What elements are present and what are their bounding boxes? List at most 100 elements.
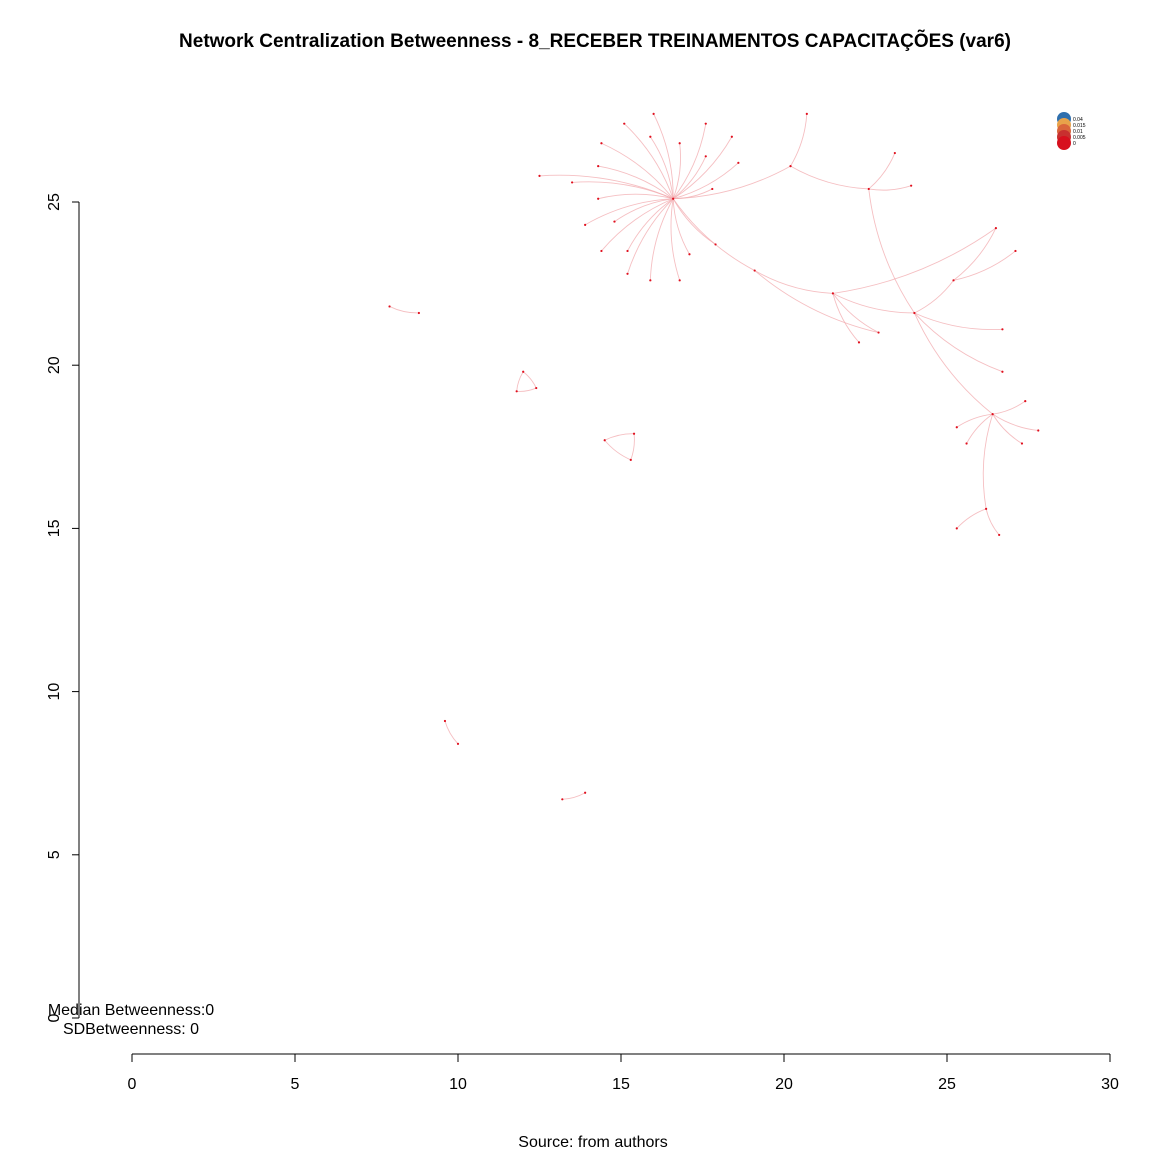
network-edge [913, 312, 993, 415]
network-edge [953, 250, 1016, 281]
network-node [913, 311, 916, 315]
network-node [678, 142, 681, 145]
network-node [730, 135, 733, 138]
network-node [1014, 249, 1017, 253]
x-tick-label: 15 [612, 1076, 630, 1093]
network-node [515, 390, 518, 393]
network-node [522, 370, 525, 373]
network-edge [992, 413, 1039, 431]
network-edge [868, 152, 896, 190]
network-edge [516, 371, 524, 392]
network-edge [649, 136, 674, 199]
network-node [893, 151, 896, 155]
network-edge [672, 136, 733, 200]
network-node [597, 197, 600, 200]
y-tick-label: 10 [46, 683, 63, 701]
network-node [994, 227, 998, 230]
network-node [952, 279, 955, 282]
network-edge [516, 387, 537, 392]
network-node [711, 187, 714, 191]
network-node [998, 533, 1001, 537]
network-node [688, 253, 691, 256]
network-node [704, 122, 707, 125]
network-edge [522, 371, 537, 389]
network-edge [966, 413, 993, 444]
y-tick-label: 25 [46, 193, 63, 211]
network-node [584, 223, 587, 226]
network-edge [985, 508, 1000, 536]
network-node [538, 174, 541, 177]
network-node [753, 269, 756, 272]
x-tick-label: 5 [291, 1076, 300, 1093]
network-edge [389, 306, 419, 314]
network-node [1001, 328, 1004, 331]
network-node [805, 112, 808, 115]
y-tick-label: 5 [46, 850, 63, 859]
chart-title: Network Centralization Betweenness - 8_R… [179, 30, 1011, 52]
y-ticks: 0 5 10 15 20 25 [46, 193, 79, 1022]
network-edge [562, 792, 586, 800]
network-node [603, 439, 606, 442]
network-node [626, 249, 629, 253]
network-edge [653, 113, 674, 199]
network-edge [672, 123, 707, 200]
legend-label: 0.04 [1073, 117, 1083, 123]
network-node [704, 155, 707, 158]
network-node [1020, 442, 1024, 445]
network-edge [672, 156, 707, 200]
network-node [626, 272, 629, 275]
x-tick-label: 0 [128, 1076, 137, 1093]
network-edge [832, 293, 860, 343]
y-tick-label: 20 [46, 356, 63, 374]
network-node [443, 719, 447, 723]
sd-betweenness-label: SDBetweenness: 0 [63, 1021, 199, 1038]
network-node [867, 187, 870, 191]
x-ticks: 0 5 10 15 20 25 30 [128, 1054, 1119, 1093]
network-edge [956, 508, 987, 529]
network-nodes [388, 112, 1040, 801]
legend-label: 0 [1073, 141, 1076, 147]
network-edge [672, 198, 755, 271]
network-edge [598, 165, 674, 200]
network-node [600, 249, 603, 253]
network-node [649, 135, 652, 138]
legend-label: 0.015 [1073, 123, 1086, 129]
network-node [600, 142, 603, 145]
network-node [955, 527, 958, 530]
network-edge [598, 193, 674, 200]
network-edge [953, 227, 997, 281]
network-edge [914, 312, 1003, 331]
y-axis: 0 5 10 15 20 25 [46, 193, 80, 1022]
network-node [965, 442, 968, 445]
network-edge [539, 174, 674, 200]
network-node [584, 791, 587, 794]
network-edge [672, 198, 716, 245]
network-node [649, 279, 652, 282]
network-edge [601, 198, 674, 252]
network-node [613, 220, 616, 223]
network-node [737, 161, 740, 164]
network-edge [790, 165, 869, 190]
network-node [456, 742, 460, 745]
legend-label: 0.01 [1073, 129, 1083, 135]
network-node [561, 798, 564, 801]
network-node [789, 164, 792, 168]
network-edge [754, 270, 833, 294]
x-tick-label: 10 [449, 1076, 467, 1093]
network-edge [630, 433, 635, 461]
x-tick-label: 30 [1101, 1076, 1119, 1093]
network-edge [868, 185, 912, 191]
network-edge [832, 293, 879, 333]
network-edge [584, 198, 674, 226]
network-node [955, 426, 958, 429]
network-node [1024, 400, 1027, 403]
network-node [535, 386, 538, 390]
network-edge [790, 113, 808, 167]
network-node [831, 292, 835, 295]
network-edge [614, 198, 674, 222]
network-edge [623, 123, 674, 199]
network-edge [604, 439, 631, 461]
y-tick-label: 0 [46, 1013, 63, 1022]
